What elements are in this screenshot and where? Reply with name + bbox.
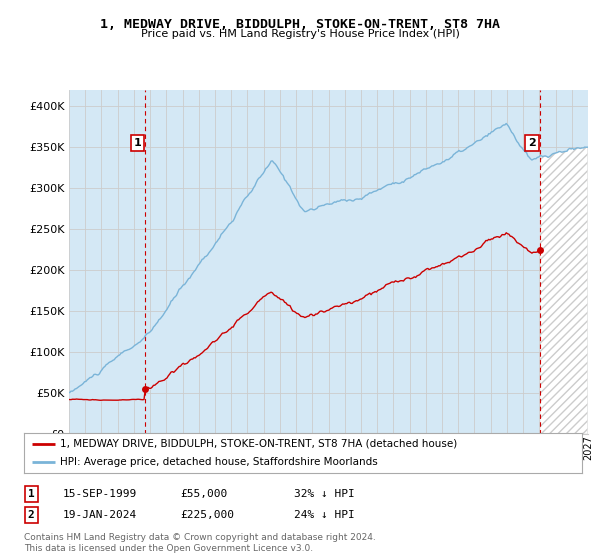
Text: 32% ↓ HPI: 32% ↓ HPI (294, 489, 355, 499)
Text: £225,000: £225,000 (180, 510, 234, 520)
Text: This data is licensed under the Open Government Licence v3.0.: This data is licensed under the Open Gov… (24, 544, 313, 553)
Text: 1: 1 (28, 489, 35, 499)
Text: 2: 2 (528, 138, 536, 148)
Text: 15-SEP-1999: 15-SEP-1999 (63, 489, 137, 499)
Text: 19-JAN-2024: 19-JAN-2024 (63, 510, 137, 520)
Text: 24% ↓ HPI: 24% ↓ HPI (294, 510, 355, 520)
Text: 1: 1 (133, 138, 141, 148)
Text: 1, MEDWAY DRIVE, BIDDULPH, STOKE-ON-TRENT, ST8 7HA: 1, MEDWAY DRIVE, BIDDULPH, STOKE-ON-TREN… (100, 18, 500, 31)
Text: £55,000: £55,000 (180, 489, 227, 499)
Text: 1, MEDWAY DRIVE, BIDDULPH, STOKE-ON-TRENT, ST8 7HA (detached house): 1, MEDWAY DRIVE, BIDDULPH, STOKE-ON-TREN… (60, 439, 458, 449)
Text: Price paid vs. HM Land Registry's House Price Index (HPI): Price paid vs. HM Land Registry's House … (140, 29, 460, 39)
Text: 2: 2 (28, 510, 35, 520)
Text: Contains HM Land Registry data © Crown copyright and database right 2024.: Contains HM Land Registry data © Crown c… (24, 533, 376, 542)
Text: HPI: Average price, detached house, Staffordshire Moorlands: HPI: Average price, detached house, Staf… (60, 458, 378, 467)
